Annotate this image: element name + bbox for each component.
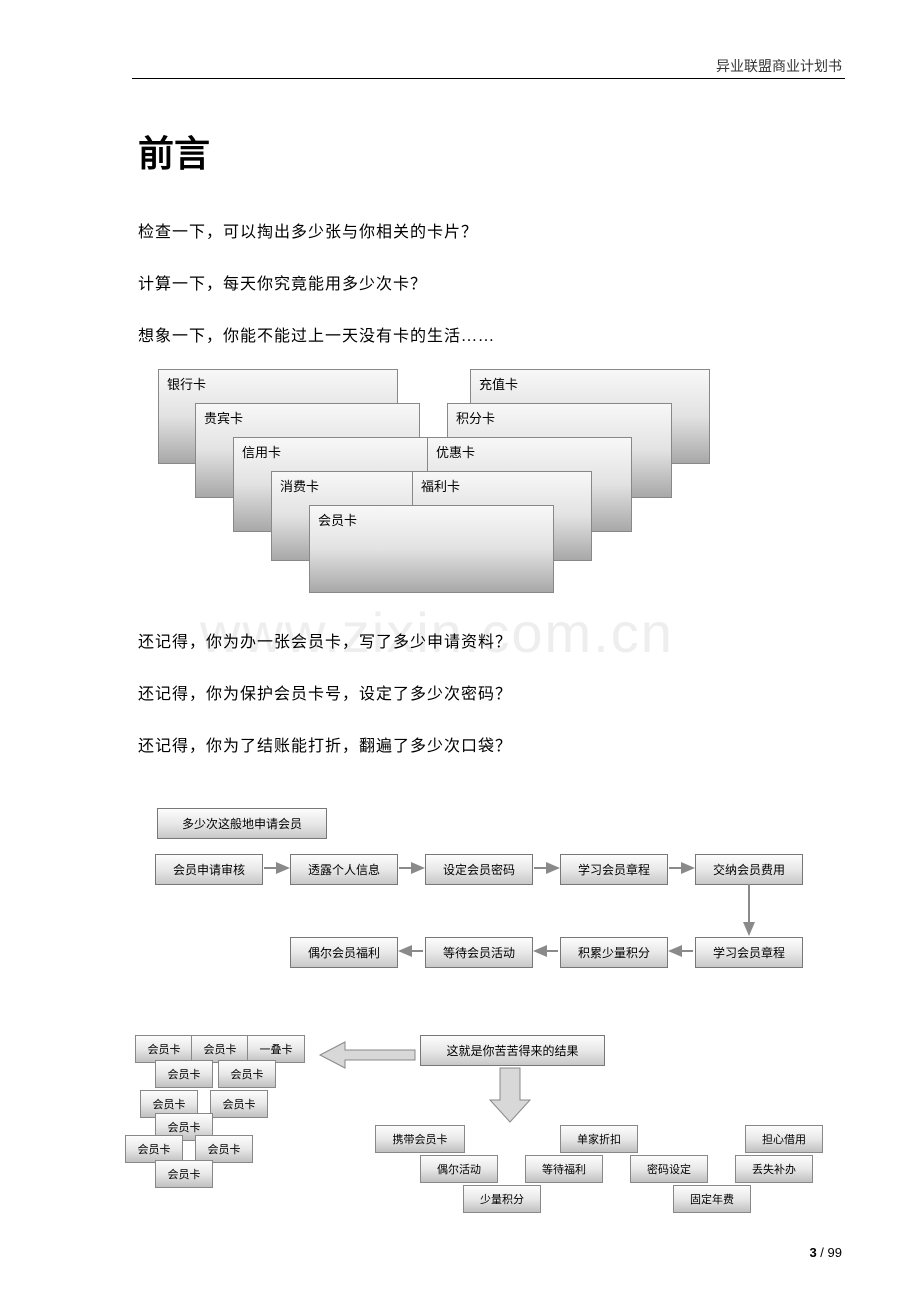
flow-r1-4: 交纳会员费用 [695,854,803,885]
flow-header: 多少次这般地申请会员 [157,808,327,839]
page-sep: / [820,1245,827,1260]
flow-r2-3: 学习会员章程 [695,937,803,968]
stack-4: 会员卡 [218,1060,276,1088]
flow-r1-3: 学习会员章程 [560,854,668,885]
page-number: 3 / 99 [809,1245,842,1260]
header-text: 异业联盟商业计划书 [716,56,842,76]
flow-r2-2: 积累少量积分 [560,937,668,968]
stack-1: 会员卡 [191,1035,249,1063]
stack-9: 会员卡 [195,1135,253,1163]
flow-r2-0: 偶尔会员福利 [290,937,398,968]
res-r2-3: 丢失补办 [735,1155,813,1183]
paragraph-2: 计算一下，每天你究竟能用多少次卡？ [138,270,427,294]
flow-r1-1: 透露个人信息 [290,854,398,885]
stack-8: 会员卡 [125,1135,183,1163]
res-r3-0: 少量积分 [463,1185,541,1213]
flow-r1-2: 设定会员密码 [425,854,533,885]
header-rule [132,78,845,79]
paragraph-5: 还记得，你为保护会员卡号，设定了多少次密码？ [138,680,512,704]
res-r1-1: 单家折扣 [560,1125,638,1153]
paragraph-4: 还记得，你为办一张会员卡，写了多少申请资料？ [138,628,512,652]
page-title: 前言 [138,125,210,177]
stack-2: 一叠卡 [247,1035,305,1063]
res-r2-2: 密码设定 [630,1155,708,1183]
res-r2-0: 偶尔活动 [420,1155,498,1183]
res-r1-2: 担心借用 [745,1125,823,1153]
stack-10: 会员卡 [155,1160,213,1188]
flow-r1-0: 会员申请审核 [155,854,263,885]
res-r2-1: 等待福利 [525,1155,603,1183]
stack-3: 会员卡 [155,1060,213,1088]
card-member: 会员卡 [309,505,554,593]
page-total: 99 [828,1245,842,1260]
paragraph-6: 还记得，你为了结账能打折，翻遍了多少次口袋？ [138,732,512,756]
paragraph-1: 检查一下，可以掏出多少张与你相关的卡片？ [138,218,478,242]
stack-0: 会员卡 [135,1035,193,1063]
result-title: 这就是你苦苦得来的结果 [420,1035,605,1066]
res-r1-0: 携带会员卡 [375,1125,465,1153]
page-current: 3 [809,1245,816,1260]
stack-6: 会员卡 [210,1090,268,1118]
flow-r2-1: 等待会员活动 [425,937,533,968]
paragraph-3: 想象一下，你能不能过上一天没有卡的生活…… [138,322,495,346]
res-r3-1: 固定年费 [673,1185,751,1213]
